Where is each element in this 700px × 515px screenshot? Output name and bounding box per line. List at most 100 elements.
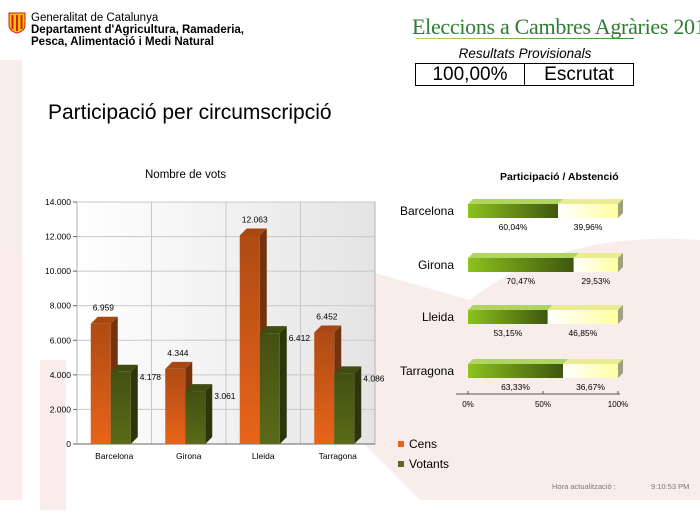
bar-side-face: [205, 384, 213, 444]
abstention-segment: [547, 310, 618, 324]
counted-percent: 100,00%: [416, 64, 525, 85]
participation-top-face: [468, 305, 553, 310]
bar-front-face: [334, 373, 355, 444]
participation-label: 60,04%: [499, 222, 528, 232]
org-line-3: Pesca, Alimentació i Medi Natural: [31, 36, 214, 48]
bar-top-face: [259, 326, 287, 334]
x-tick-label: 50%: [535, 400, 551, 409]
category-label: Barcelona: [95, 451, 134, 461]
value-label: 12.063: [242, 214, 268, 224]
participation-chart-title: Participació / Abstenció: [500, 171, 619, 183]
stacked-bar-tarragona: [468, 359, 623, 378]
abstention-top-face: [562, 359, 623, 364]
legend-swatch-cens: [398, 441, 404, 447]
value-label: 6.412: [289, 333, 311, 343]
abstention-label: 46,85%: [568, 328, 597, 338]
category-label: Barcelona: [400, 204, 454, 218]
participation-segment: [468, 364, 563, 378]
participation-segment: [468, 258, 574, 272]
bar-end-face: [618, 253, 623, 272]
abstention-top-face: [547, 305, 623, 310]
value-label: 4.178: [140, 372, 162, 382]
bar-top-face: [165, 361, 193, 369]
value-label: 6.959: [93, 303, 115, 313]
bar-top-face: [185, 384, 213, 392]
update-time-value: 9:10:53 PM: [651, 482, 690, 491]
organization-name: Generalitat de Catalunya Departament d'A…: [31, 12, 244, 48]
value-label: 4.086: [363, 373, 385, 383]
counted-label: Escrutat: [544, 64, 614, 85]
org-line-1: Generalitat de Catalunya: [31, 12, 159, 24]
bar-side-face: [130, 364, 138, 444]
bar-top-face: [314, 325, 342, 333]
abstention-top-face: [558, 199, 623, 204]
category-label: Girona: [176, 451, 202, 461]
participation-label: 63,33%: [501, 382, 530, 392]
participation-label: 53,15%: [493, 328, 522, 338]
bar-top-face: [110, 364, 138, 372]
legend-item-votants: Votants: [398, 454, 449, 474]
elections-title: Eleccions a Cambres Agràries 2011: [412, 14, 700, 39]
counting-status-box: 100,00% Escrutat: [415, 63, 634, 86]
abstention-segment: [558, 204, 618, 218]
participation-segment: [468, 310, 548, 324]
abstention-segment: [573, 258, 618, 272]
legend-label-votants: Votants: [409, 457, 450, 471]
legend-label-cens: Cens: [409, 437, 438, 451]
participation-top-face: [468, 253, 579, 258]
value-label: 6.452: [316, 311, 338, 321]
bar-votants-tarragona: [334, 366, 362, 444]
abstention-top-face: [573, 253, 623, 258]
bar-front-face: [165, 368, 186, 444]
abstention-label: 36,67%: [576, 382, 605, 392]
legend-item-cens: Cens: [398, 434, 449, 454]
participation-top-face: [468, 199, 564, 204]
bar-front-face: [239, 235, 260, 444]
bar-end-face: [618, 305, 623, 324]
votes-bar-chart: 0 2.000 4.000 6.000 8.000 10.000 12.000 14.000 6…: [45, 197, 385, 461]
bar-front-face: [259, 333, 280, 444]
x-tick-label: 0%: [462, 400, 474, 409]
bar-front-face: [185, 391, 206, 444]
value-label: 3.061: [214, 391, 236, 401]
participation-chart: Barcelona 60,04% 39,96% Girona 70,47% 29,53% L…: [400, 199, 628, 409]
bar-votants-girona: [185, 384, 213, 444]
value-label: 4.344: [167, 348, 189, 358]
category-label: Lleida: [422, 310, 454, 324]
y-tick-label: 14.000: [45, 197, 71, 207]
abstention-label: 29,53%: [581, 276, 610, 286]
y-tick-label: 0: [66, 439, 71, 449]
y-tick-label: 4.000: [50, 370, 72, 380]
category-label: Girona: [418, 258, 454, 272]
results-subtitle: Resultats Provisionals: [458, 46, 592, 61]
y-tick-label: 12.000: [45, 232, 71, 242]
abstention-segment: [562, 364, 618, 378]
bar-side-face: [354, 366, 362, 444]
bar-chart-title: Nombre de vots: [145, 169, 227, 181]
bar-front-face: [314, 332, 335, 444]
stacked-bar-girona: [468, 253, 623, 272]
participation-segment: [468, 204, 559, 218]
bar-top-face: [334, 366, 362, 374]
title-underline: [416, 38, 634, 39]
stacked-bar-barcelona: [468, 199, 623, 218]
participation-top-face: [468, 359, 568, 364]
category-label: Tarragona: [319, 451, 358, 461]
category-label: Tarragona: [400, 364, 454, 378]
y-tick-label: 2.000: [50, 404, 72, 414]
x-tick-label: 100%: [608, 400, 628, 409]
legend-swatch-votants: [398, 461, 404, 467]
participation-label: 70,47%: [506, 276, 535, 286]
y-tick-label: 8.000: [50, 301, 72, 311]
bar-end-face: [618, 199, 623, 218]
category-label: Lleida: [252, 451, 275, 461]
y-tick-label: 6.000: [50, 335, 72, 345]
stacked-bar-lleida: [468, 305, 623, 324]
bar-top-face: [90, 316, 118, 324]
y-tick-label: 10.000: [45, 266, 71, 276]
chart-legend: Cens Votants: [398, 434, 449, 474]
page-title: Participació per circumscripció: [48, 101, 332, 124]
bar-side-face: [279, 326, 287, 444]
update-time-label: Hora actualització :: [552, 482, 616, 491]
abstention-label: 39,96%: [574, 222, 603, 232]
